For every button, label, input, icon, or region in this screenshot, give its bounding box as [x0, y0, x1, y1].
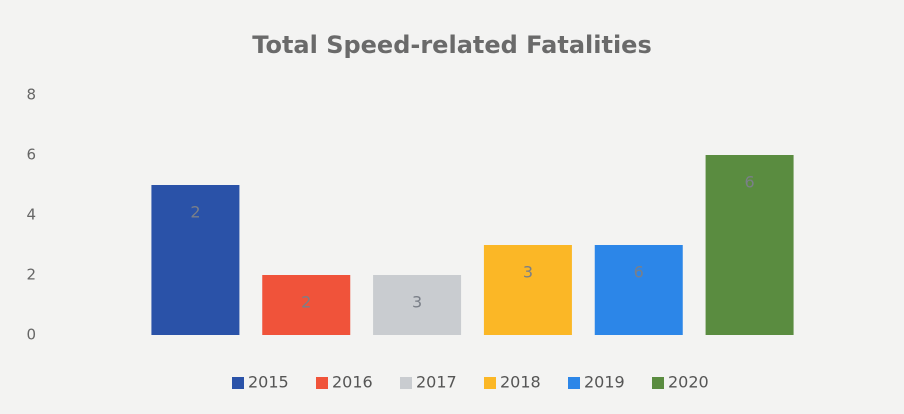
y-tick-label: 4	[26, 206, 36, 224]
legend-label: 2020	[668, 373, 709, 392]
bar-annotation: 3	[523, 263, 533, 282]
legend-swatch	[316, 377, 328, 389]
legend-label: 2018	[500, 373, 541, 392]
bar-annotation: 2	[301, 293, 311, 312]
bar	[151, 185, 240, 335]
legend-label: 2019	[584, 373, 625, 392]
legend-label: 2015	[248, 373, 289, 392]
y-tick-label: 6	[26, 146, 36, 164]
bar	[483, 245, 572, 335]
legend-swatch	[232, 377, 244, 389]
bar	[705, 155, 794, 335]
bar-annotation: 3	[412, 293, 422, 312]
y-tick-label: 8	[26, 86, 36, 104]
legend-label: 2017	[416, 373, 457, 392]
bar	[262, 275, 351, 335]
y-tick-label: 2	[26, 266, 36, 284]
legend-swatch	[568, 377, 580, 389]
legend-label: 2016	[332, 373, 373, 392]
bar-annotation: 6	[634, 263, 644, 282]
chart-title: Total Speed-related Fatalities	[252, 31, 651, 59]
bar	[373, 275, 462, 335]
legend-swatch	[652, 377, 664, 389]
legend-swatch	[484, 377, 496, 389]
bar-annotation: 2	[190, 203, 200, 222]
bar	[594, 245, 683, 335]
bar-annotation: 6	[744, 173, 754, 192]
y-tick-label: 0	[26, 326, 36, 344]
legend-swatch	[400, 377, 412, 389]
